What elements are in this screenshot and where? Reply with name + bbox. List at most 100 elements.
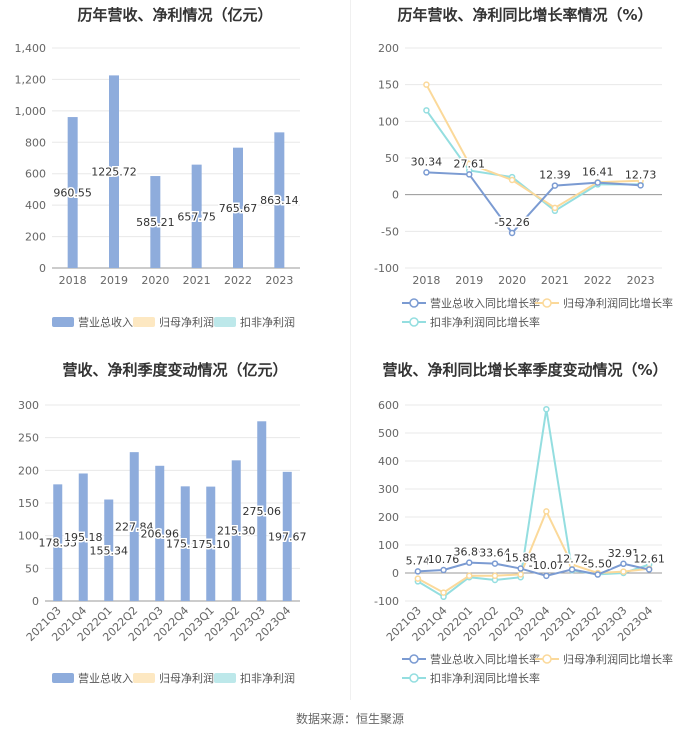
line-data-label: -52.26 [494, 216, 529, 229]
x-tick-label: 2020 [141, 274, 169, 287]
data-source: 数据来源：恒生聚源 [295, 712, 404, 726]
series-point-1 [466, 160, 473, 168]
bar-revenue [274, 132, 285, 268]
legend-swatch [214, 673, 236, 683]
legend-marker [409, 654, 419, 664]
legend-label: 营业总收入同比增长率 [430, 652, 540, 666]
y-tick-label: -100 [374, 262, 399, 275]
bar-data-label: 175.51 [166, 538, 205, 551]
legend-marker [542, 654, 552, 664]
series-point-0 [440, 566, 447, 574]
bar-data-label: 960.55 [53, 187, 92, 200]
line-data-label: 12.73 [625, 168, 657, 181]
y-tick-label: 1,200 [15, 73, 47, 86]
bar-revenue [231, 460, 241, 601]
y-tick-label: 200 [378, 42, 399, 55]
series-point-0 [594, 179, 601, 186]
x-tick-label: 2020 [498, 274, 526, 287]
legend-marker [409, 317, 419, 327]
y-tick-label: 0 [392, 189, 399, 202]
bar-revenue [129, 452, 139, 601]
y-tick-label: 800 [25, 136, 46, 149]
series-point-2 [423, 107, 430, 114]
bar-data-label: 657.75 [177, 210, 216, 223]
chart-title: 历年营收、净利同比增长率情况（%） [397, 6, 653, 24]
series-point-1 [491, 572, 499, 580]
line-data-label: 27.61 [454, 157, 486, 170]
legend-marker [409, 298, 419, 308]
y-tick-label: 600 [378, 399, 399, 412]
series-point-0 [645, 566, 653, 573]
series-point-1 [466, 572, 473, 580]
legend-label: 归母净利润同比增长率 [563, 652, 673, 666]
y-tick-label: 200 [25, 231, 46, 244]
legend-swatch [214, 317, 236, 327]
y-tick-label: 150 [18, 497, 39, 510]
y-tick-label: 150 [378, 79, 399, 92]
bar-revenue [150, 176, 161, 268]
bar-data-label: 175.10 [192, 538, 231, 551]
legend-label: 营业总收入 [78, 315, 133, 329]
y-tick-label: 50 [385, 152, 399, 165]
bar-data-label: 227.84 [115, 521, 154, 534]
bar-revenue [67, 117, 78, 268]
x-tick-label: 2018 [412, 274, 440, 287]
line-data-label: 32.91 [608, 547, 640, 560]
y-tick-label: 0 [32, 595, 39, 608]
quarterly-revenue-chart: 营收、净利季度变动情况（亿元） 0 50 100 150 200 250 300 2021Q3… [0, 345, 350, 700]
series-point-0 [568, 566, 576, 573]
annual-growth-chart: 历年营收、净利同比增长率情况（%） 200 150 100 50 0 -50 -100 201… [350, 0, 700, 345]
y-tick-label: -100 [374, 595, 399, 608]
line-data-label: 36.89 [454, 546, 486, 559]
y-tick-label: 100 [18, 530, 39, 543]
series-point-0 [517, 565, 524, 572]
line-data-label: 5.74 [406, 554, 431, 567]
series-point-0 [508, 229, 516, 237]
bar-data-label: 197.67 [268, 530, 307, 543]
y-tick-label: 1,400 [15, 42, 47, 55]
x-tick-label: 2019 [100, 274, 128, 287]
series-point-1 [517, 571, 524, 578]
bar-revenue [104, 499, 114, 601]
y-tick-label: 200 [18, 464, 39, 477]
bar-revenue [191, 164, 202, 268]
legend-swatch [52, 673, 74, 683]
line-data-label: 30.34 [411, 155, 443, 168]
bar-data-label: 585.21 [136, 216, 175, 229]
y-tick-label: 600 [25, 168, 46, 181]
line-data-label: 15.88 [505, 552, 537, 565]
legend-swatch [133, 317, 155, 327]
series-point-0 [466, 559, 473, 566]
bar-revenue [78, 473, 88, 601]
bar-revenue [257, 421, 267, 601]
x-tick-label: 2022 [584, 274, 612, 287]
x-tick-label: 2023 [627, 274, 655, 287]
series-point-1 [423, 81, 430, 88]
bar-data-label: 863.14 [260, 194, 299, 207]
bar-data-label: 1225.72 [91, 166, 137, 179]
bar-revenue [282, 471, 292, 601]
x-tick-label: 2021 [183, 274, 211, 287]
quarterly-revenue-svg: 0501001502002503002021Q32021Q42022Q12022… [18, 399, 308, 685]
y-tick-label: 50 [25, 562, 39, 575]
y-tick-label: 200 [378, 511, 399, 524]
x-tick-label: 2021 [541, 274, 569, 287]
line-data-label: 10.76 [428, 553, 460, 566]
chart-title: 营收、净利同比增长率季度变动情况（%） [382, 361, 668, 379]
bar-revenue [109, 75, 119, 268]
line-data-label: 12.39 [539, 169, 571, 182]
series-point-0 [551, 182, 559, 189]
annual-growth-svg: 200 150 100 50 0 -50 -100 2018 2019 2020 2021 2022 2… [374, 42, 673, 329]
line-data-label: 12.61 [633, 552, 665, 565]
series-point-1 [414, 575, 422, 582]
bar-data-label: 155.34 [90, 544, 129, 557]
legend-label: 营业总收入同比增长率 [430, 296, 540, 310]
bar-data-label: 765.67 [219, 202, 258, 215]
legend-label: 归母净利润 [159, 671, 214, 685]
legend-label: 扣非净利润同比增长率 [430, 671, 540, 685]
x-tick-label: 2022 [224, 274, 252, 287]
series-line-0 [417, 561, 650, 577]
bar-revenue [206, 486, 216, 601]
bar-data-label: 275.06 [243, 505, 282, 518]
bar-revenue [233, 147, 243, 268]
